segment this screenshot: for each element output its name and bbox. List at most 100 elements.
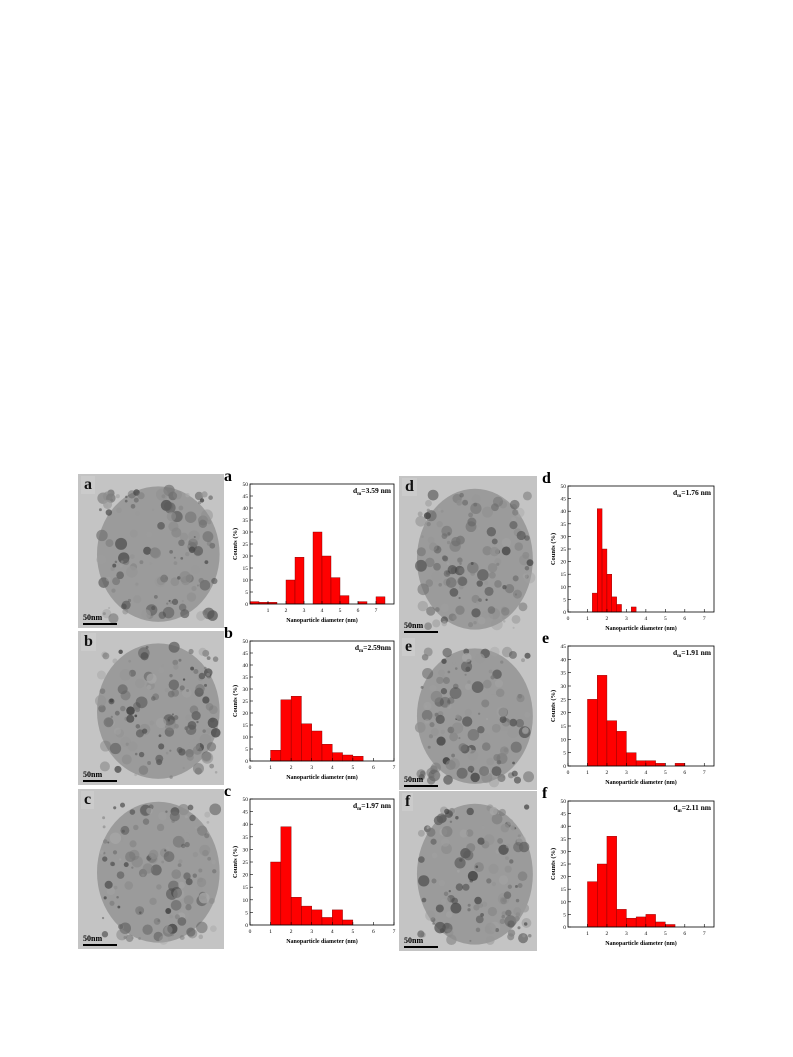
y-tick-label: 25 <box>243 699 249 705</box>
x-axis-label: Nanoparticle diameter (nm) <box>286 617 358 624</box>
y-tick-label: 40 <box>561 657 567 663</box>
histogram-bar <box>321 743 333 762</box>
histogram-bar <box>290 695 302 762</box>
histogram-bar <box>311 730 323 762</box>
histogram-panel-label: d <box>542 470 551 487</box>
scale-bar: 50nm <box>83 770 117 782</box>
tem-image-f: f 50nm <box>399 791 537 951</box>
scale-bar: 50nm <box>83 934 117 946</box>
x-tick-label: 7 <box>375 608 378 614</box>
mean-diameter-annotation: dm=1.91 nm <box>673 648 712 659</box>
histogram-bar <box>311 909 323 926</box>
tem-texture <box>78 789 224 949</box>
y-tick-label: 50 <box>561 799 567 805</box>
x-tick-label: 1 <box>586 616 589 622</box>
scale-bar-label: 50nm <box>83 770 103 779</box>
histogram-bar <box>290 897 302 926</box>
y-tick-label: 0 <box>563 764 566 770</box>
histogram-bar <box>597 863 608 928</box>
histogram-bar <box>635 760 647 767</box>
y-tick-label: 5 <box>245 747 248 753</box>
scale-bar-line <box>404 785 438 787</box>
x-tick-label: 3 <box>310 929 313 935</box>
x-axis-label: Nanoparticle diameter (nm) <box>286 938 358 945</box>
y-tick-label: 25 <box>243 542 249 548</box>
histogram-bar <box>645 914 656 928</box>
x-tick-label: 1 <box>586 770 589 776</box>
x-tick-label: 4 <box>331 929 334 935</box>
tem-texture <box>399 636 537 790</box>
y-tick-label: 5 <box>245 910 248 916</box>
tem-image-b: b 50nm <box>78 631 224 785</box>
y-tick-label: 35 <box>243 518 249 524</box>
scale-bar-line <box>83 623 117 625</box>
y-tick-label: 40 <box>561 824 567 830</box>
histogram-bar <box>631 606 637 613</box>
plot-frame <box>567 485 715 613</box>
y-tick-label: 45 <box>243 651 249 657</box>
x-tick-label: 7 <box>703 770 706 776</box>
tem-panel-label: a <box>81 476 95 494</box>
y-tick-label: 0 <box>245 759 248 765</box>
x-tick-label: 6 <box>683 616 686 622</box>
tem-texture <box>78 474 224 628</box>
histogram-bar <box>270 749 282 762</box>
y-tick-label: 5 <box>563 912 566 918</box>
y-tick-label: 30 <box>561 534 567 540</box>
y-tick-label: 35 <box>243 675 249 681</box>
scale-bar-label: 50nm <box>404 936 424 945</box>
y-tick-label: 15 <box>561 887 567 893</box>
x-axis-label: Nanoparticle diameter (nm) <box>605 940 677 947</box>
y-tick-label: 20 <box>561 560 567 566</box>
scale-bar-label: 50nm <box>404 621 424 630</box>
y-tick-label: 45 <box>561 812 567 818</box>
x-tick-label: 3 <box>625 770 628 776</box>
histogram-bar <box>332 752 343 762</box>
x-axis-label: Nanoparticle diameter (nm) <box>605 779 677 786</box>
x-tick-label: 5 <box>664 931 667 937</box>
histogram-bar <box>339 595 350 605</box>
y-tick-label: 15 <box>561 724 567 730</box>
y-tick-label: 10 <box>561 900 567 906</box>
y-tick-label: 45 <box>243 494 249 500</box>
x-tick-label: 4 <box>644 931 647 937</box>
y-tick-label: 15 <box>243 566 249 572</box>
histogram-bar <box>655 763 666 767</box>
y-tick-label: 0 <box>245 923 248 929</box>
histogram-bar <box>626 752 637 767</box>
y-tick-label: 40 <box>243 506 249 512</box>
x-tick-label: 2 <box>290 929 293 935</box>
x-tick-label: 2 <box>606 931 609 937</box>
histogram-bar <box>635 916 647 928</box>
mean-diameter-annotation: dm=1.97 nm <box>353 801 392 812</box>
x-tick-label: 3 <box>310 765 313 771</box>
y-tick-label: 40 <box>243 663 249 669</box>
histogram-bar <box>342 754 354 762</box>
scale-bar-line <box>83 780 117 782</box>
plot-frame <box>567 645 715 767</box>
x-tick-label: 0 <box>567 616 570 622</box>
y-tick-label: 5 <box>245 590 248 596</box>
y-tick-label: 20 <box>243 554 249 560</box>
y-tick-label: 35 <box>561 522 567 528</box>
histogram-bar <box>332 909 343 926</box>
x-tick-label: 5 <box>664 770 667 776</box>
y-tick-label: 30 <box>561 849 567 855</box>
y-axis-label: Counts (%) <box>232 846 239 878</box>
histogram-bar <box>616 731 627 767</box>
tem-image-a: a 50nm <box>78 474 224 628</box>
y-tick-label: 45 <box>561 644 567 650</box>
x-tick-label: 0 <box>567 770 570 776</box>
x-tick-label: 1 <box>269 929 272 935</box>
y-tick-label: 40 <box>561 509 567 515</box>
y-tick-label: 50 <box>243 639 249 645</box>
histogram-bar <box>321 555 332 605</box>
histogram-d: d 0 5 10 15 20 25 30 35 40 45 50 0 1 2 3 4 5 6 7 Nanoparticl… <box>542 470 716 636</box>
x-tick-label: 4 <box>321 608 324 614</box>
tem-texture <box>78 631 224 785</box>
x-tick-label: 4 <box>331 765 334 771</box>
